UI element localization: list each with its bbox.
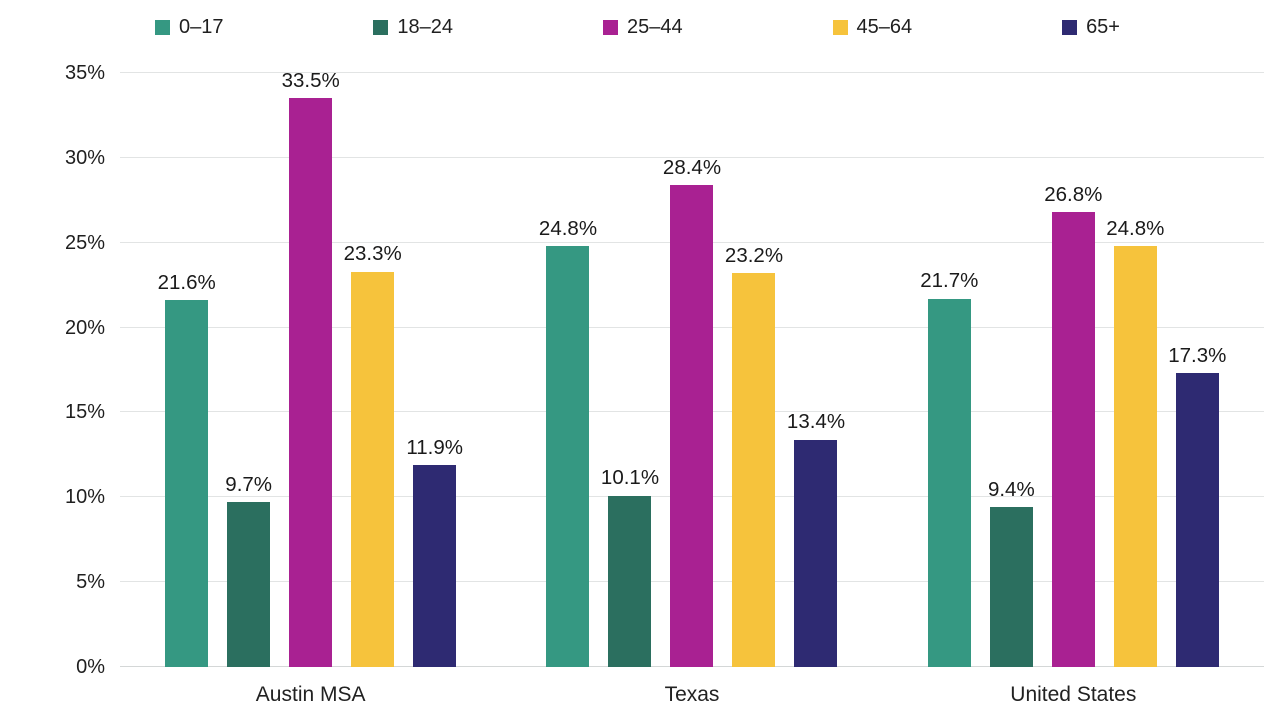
x-axis: Austin MSA Texas United States <box>120 683 1264 707</box>
bar-group-texas: 24.8% 10.1% 28.4% 23.2% 13.4% <box>501 73 882 667</box>
bar-value-label: 33.5% <box>281 68 340 92</box>
gridline-30 <box>120 156 1264 158</box>
bar-value-label: 23.2% <box>724 243 784 267</box>
bar-groups: 21.6% 9.7% 33.5% 23.3% 11.9% 24.8% 10.1% 28.4% 2… <box>120 70 1264 667</box>
bar-austin-msa-0-17: 21.6% <box>158 272 216 667</box>
legend-swatch-icon <box>602 20 618 35</box>
y-tick-label: 5% <box>76 571 105 594</box>
legend-item-45-64: 45–64 <box>832 16 913 39</box>
y-tick-label: 35% <box>64 62 105 84</box>
legend-label: 0–17 <box>179 16 224 38</box>
bar-united-states-65: 17.3% <box>1168 345 1226 667</box>
bar-value-label: 24.8% <box>538 216 598 240</box>
legend-label: 25–44 <box>626 16 683 38</box>
bar-texas-65: 13.4% <box>787 412 845 667</box>
bar-value-label: 11.9% <box>406 435 463 459</box>
bar-value-label: 13.4% <box>786 410 846 434</box>
legend-item-25-44: 25–44 <box>602 16 683 39</box>
y-tick-label: 10% <box>64 486 105 509</box>
bar-group-united-states: 21.7% 9.4% 26.8% 24.8% 17.3% <box>883 73 1264 667</box>
bar-value-label: 9.7% <box>225 472 273 496</box>
bar-united-states-0-17: 21.7% <box>920 271 978 667</box>
bar-value-label: 24.8% <box>1106 216 1165 240</box>
legend-swatch-icon <box>832 20 848 35</box>
legend-item-0-17: 0–17 <box>155 16 224 39</box>
chart-legend: 0–17 18–24 25–44 45–64 65+ <box>155 16 1120 39</box>
bar-austin-msa-25-44: 33.5% <box>282 70 340 667</box>
bar-austin-msa-18-24: 9.7% <box>225 474 272 667</box>
bar-value-label: 21.6% <box>157 270 216 294</box>
bar-value-label: 17.3% <box>1168 343 1227 367</box>
gridline-35 <box>120 72 1264 73</box>
bar-texas-0-17: 24.8% <box>539 218 597 667</box>
bar-value-label: 26.8% <box>1044 182 1103 206</box>
x-category-label-texas: Texas <box>664 683 720 706</box>
bar-texas-25-44: 28.4% <box>663 157 721 667</box>
y-tick-label: 15% <box>64 401 105 424</box>
legend-swatch-icon <box>155 20 170 35</box>
bar-value-label: 23.3% <box>343 242 402 266</box>
bar-value-label: 28.4% <box>662 155 722 179</box>
bar-texas-18-24: 10.1% <box>601 468 659 667</box>
y-axis: 0% 5% 10% 15% 20% 25% 30% 35% <box>0 63 105 677</box>
legend-label: 65+ <box>1086 16 1120 38</box>
bar-united-states-45-64: 24.8% <box>1106 218 1164 667</box>
legend-item-18-24: 18–24 <box>373 16 453 39</box>
legend-label: 18–24 <box>397 16 454 38</box>
bar-united-states-25-44: 26.8% <box>1044 184 1102 667</box>
bar-group-austin-msa: 21.6% 9.7% 33.5% 23.3% 11.9% <box>120 70 501 667</box>
y-tick-label: 0% <box>76 656 105 678</box>
x-category-label-united-states: United States <box>1010 683 1137 706</box>
y-tick-label: 30% <box>64 146 105 169</box>
y-tick-label: 25% <box>64 231 105 254</box>
legend-swatch-icon <box>1062 20 1078 35</box>
x-category-label-austin-msa: Austin MSA <box>255 683 366 706</box>
bar-value-label: 21.7% <box>920 269 979 293</box>
legend-swatch-icon <box>373 20 389 35</box>
plot-area: 21.6% 9.7% 33.5% 23.3% 11.9% 24.8% 10.1% 28.4% 2… <box>120 70 1264 667</box>
bar-austin-msa-65: 11.9% <box>406 437 463 667</box>
y-tick-label: 20% <box>64 316 105 339</box>
legend-label: 45–64 <box>856 16 913 38</box>
legend-item-65: 65+ <box>1062 16 1120 39</box>
bar-united-states-18-24: 9.4% <box>988 479 1035 667</box>
bar-austin-msa-45-64: 23.3% <box>344 244 402 667</box>
bar-value-label: 9.4% <box>987 477 1035 501</box>
bar-texas-45-64: 23.2% <box>725 245 783 667</box>
bar-value-label: 10.1% <box>600 466 660 490</box>
